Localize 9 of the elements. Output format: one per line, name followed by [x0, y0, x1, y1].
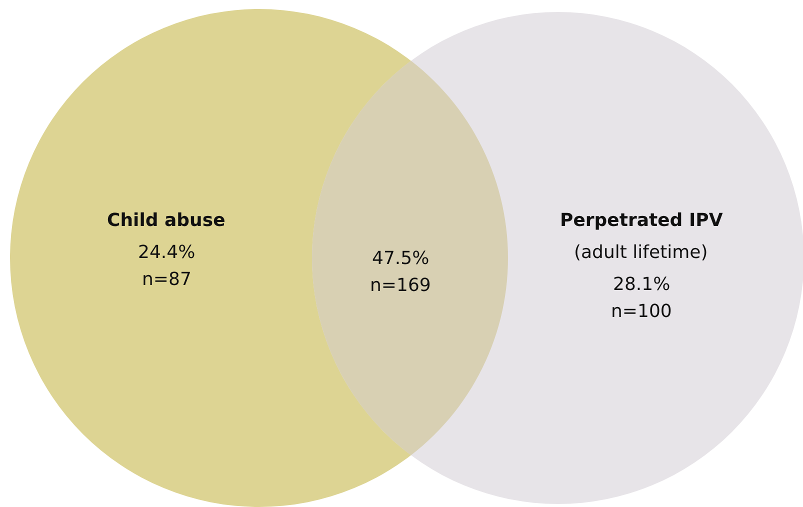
category-label: Child abuse: [107, 210, 226, 231]
text: n=100: [611, 301, 672, 322]
text: n=169: [370, 275, 431, 296]
data-label: 47.5%: [372, 248, 430, 269]
data-label: 24.4%: [138, 242, 196, 263]
text: n=87: [142, 269, 192, 290]
category-label: Perpetrated IPV: [560, 210, 723, 231]
data-label: 28.1%: [613, 274, 670, 295]
text: (adult lifetime): [574, 242, 708, 263]
